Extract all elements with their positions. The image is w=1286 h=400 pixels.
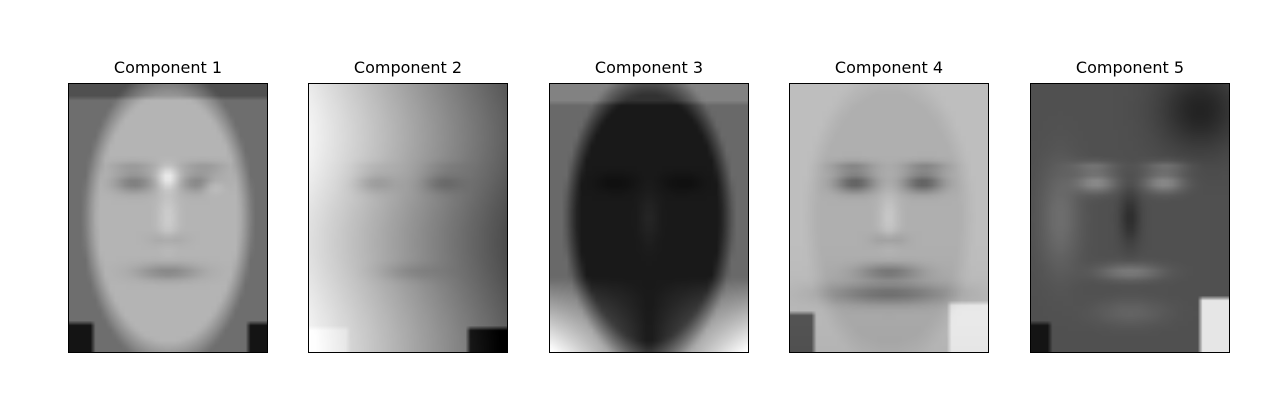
panel-title-5: Component 5 [1075, 58, 1185, 77]
panel-title-3: Component 3 [594, 58, 704, 77]
panel-title-4: Component 4 [834, 58, 944, 77]
panel-title-2: Component 2 [353, 58, 463, 77]
component-1-face-image [68, 83, 268, 353]
panel-title-1: Component 1 [113, 58, 223, 77]
component-2-face-image [308, 83, 508, 353]
component-5-face-image [1030, 83, 1230, 353]
component-3-face-image [549, 83, 749, 353]
component-4-face-image [789, 83, 989, 353]
